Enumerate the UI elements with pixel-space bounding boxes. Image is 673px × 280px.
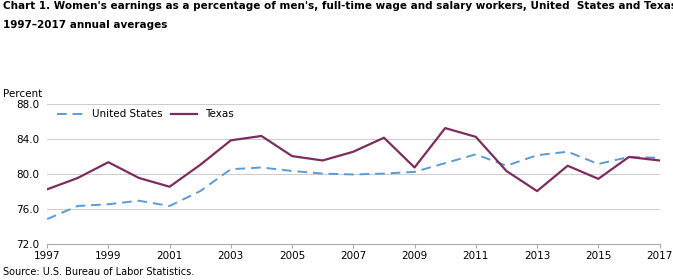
United States: [349, 173, 357, 176]
United States: [594, 162, 602, 166]
Texas: [227, 139, 235, 142]
United States: [258, 166, 266, 169]
Texas: [74, 176, 82, 180]
United States: [227, 167, 235, 171]
Texas: [166, 185, 174, 188]
United States: [380, 172, 388, 175]
United States: [441, 161, 450, 165]
United States: [166, 204, 174, 208]
United States: [625, 155, 633, 159]
Texas: [43, 188, 51, 191]
Texas: [625, 155, 633, 159]
Texas: [196, 163, 204, 167]
Line: Texas: Texas: [47, 128, 660, 191]
United States: [288, 169, 296, 173]
United States: [43, 218, 51, 221]
Texas: [656, 159, 664, 162]
Text: Source: U.S. Bureau of Labor Statistics.: Source: U.S. Bureau of Labor Statistics.: [3, 267, 194, 277]
Texas: [104, 160, 112, 164]
Texas: [472, 135, 480, 139]
Texas: [533, 190, 541, 193]
Texas: [594, 177, 602, 181]
Texas: [288, 155, 296, 158]
United States: [104, 202, 112, 206]
Text: Chart 1. Women's earnings as a percentage of men's, full-time wage and salary wo: Chart 1. Women's earnings as a percentag…: [3, 1, 673, 11]
United States: [135, 199, 143, 202]
Text: Percent: Percent: [3, 89, 42, 99]
Legend: United States, Texas: United States, Texas: [53, 105, 238, 123]
Text: 1997–2017 annual averages: 1997–2017 annual averages: [3, 20, 168, 30]
United States: [502, 164, 510, 167]
Texas: [380, 136, 388, 139]
United States: [563, 150, 571, 153]
Texas: [563, 164, 571, 167]
Texas: [135, 176, 143, 180]
United States: [74, 204, 82, 208]
Texas: [258, 134, 266, 138]
United States: [472, 153, 480, 156]
United States: [318, 172, 326, 175]
United States: [196, 190, 204, 193]
Line: United States: United States: [47, 152, 660, 219]
United States: [656, 156, 664, 160]
Texas: [349, 150, 357, 153]
United States: [411, 170, 419, 174]
Texas: [318, 159, 326, 162]
Texas: [502, 169, 510, 173]
United States: [533, 153, 541, 157]
Texas: [411, 166, 419, 169]
Texas: [441, 127, 450, 130]
